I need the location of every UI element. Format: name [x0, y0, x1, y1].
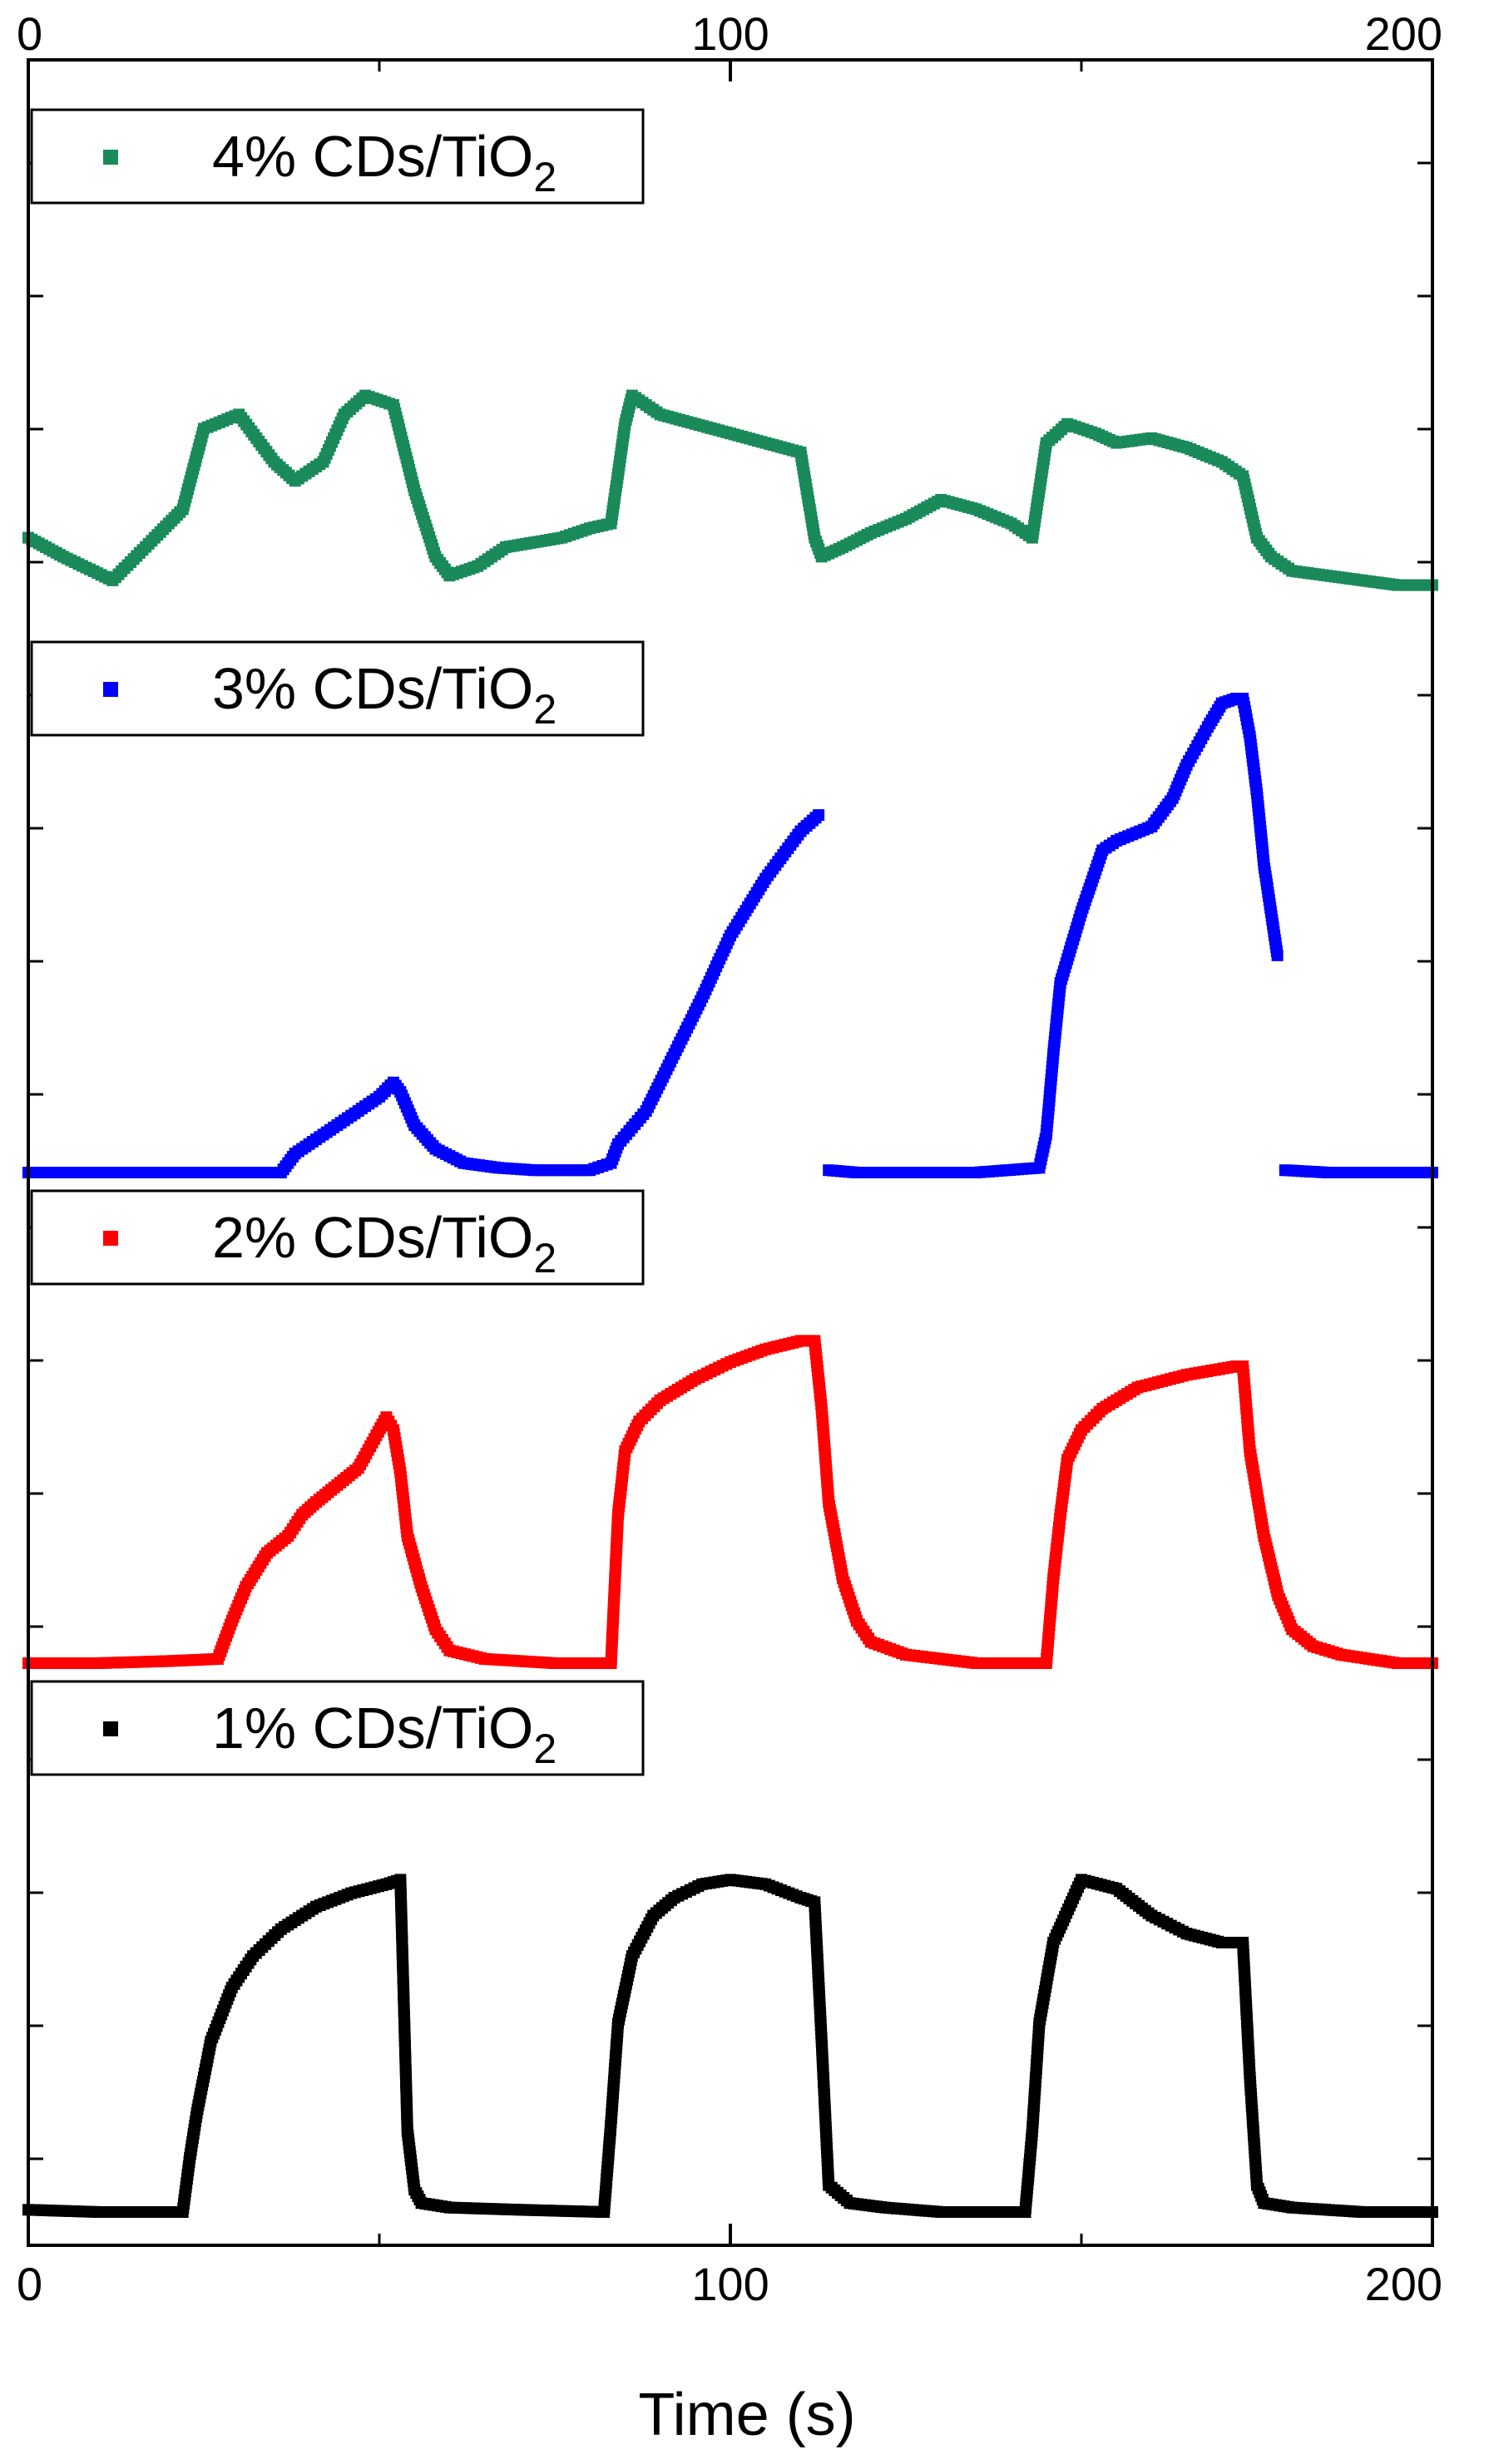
data-point-2 — [1271, 949, 1284, 961]
legend-label: 3% CDs/TiO2 — [212, 656, 557, 733]
legend-marker — [103, 682, 118, 697]
legend-4: 1% CDs/TiO2 — [30, 1680, 645, 1776]
legend-marker — [103, 1721, 118, 1736]
legend-marker — [103, 1231, 118, 1246]
legend-label: 2% CDs/TiO2 — [212, 1205, 557, 1281]
x-tick-label-bottom: 200 — [1365, 2258, 1442, 2310]
legend-box — [30, 640, 645, 737]
legend-label-main: 3% CDs/TiO — [212, 656, 533, 721]
plot-frame — [27, 58, 1434, 2247]
legend-label-main: 1% CDs/TiO — [212, 1696, 533, 1760]
x-tick-label-top: 200 — [1365, 7, 1442, 60]
legend-label-main: 2% CDs/TiO — [212, 1205, 533, 1270]
legend-label-subscript: 2 — [533, 686, 557, 733]
x-tick-label-bottom: 100 — [691, 2258, 769, 2310]
x-axis-title: Time (s) — [638, 2382, 855, 2448]
x-tick-label-top: 100 — [691, 7, 769, 60]
legend-1: 4% CDs/TiO2 — [30, 108, 645, 205]
legend-box — [30, 1680, 645, 1776]
legend-label: 4% CDs/TiO2 — [212, 124, 557, 200]
legend-2: 3% CDs/TiO2 — [30, 640, 645, 737]
legend-label-subscript: 2 — [533, 154, 557, 200]
legend-3: 2% CDs/TiO2 — [30, 1189, 645, 1286]
x-tick-label-bottom: 0 — [17, 2258, 42, 2310]
legend-marker — [103, 150, 118, 165]
legend-label: 1% CDs/TiO2 — [212, 1696, 557, 1772]
legend-label-main: 4% CDs/TiO — [212, 124, 533, 189]
legend-label-subscript: 2 — [533, 1726, 557, 1772]
data-series — [22, 389, 1438, 2218]
legend-box — [30, 108, 645, 205]
legend-label-subscript: 2 — [533, 1235, 557, 1281]
x-tick-label-top: 0 — [17, 7, 42, 60]
data-point-2 — [813, 809, 825, 822]
tick-labels: 0 0 100 100 200 200 — [17, 7, 1442, 2310]
legend-box — [30, 1189, 645, 1286]
